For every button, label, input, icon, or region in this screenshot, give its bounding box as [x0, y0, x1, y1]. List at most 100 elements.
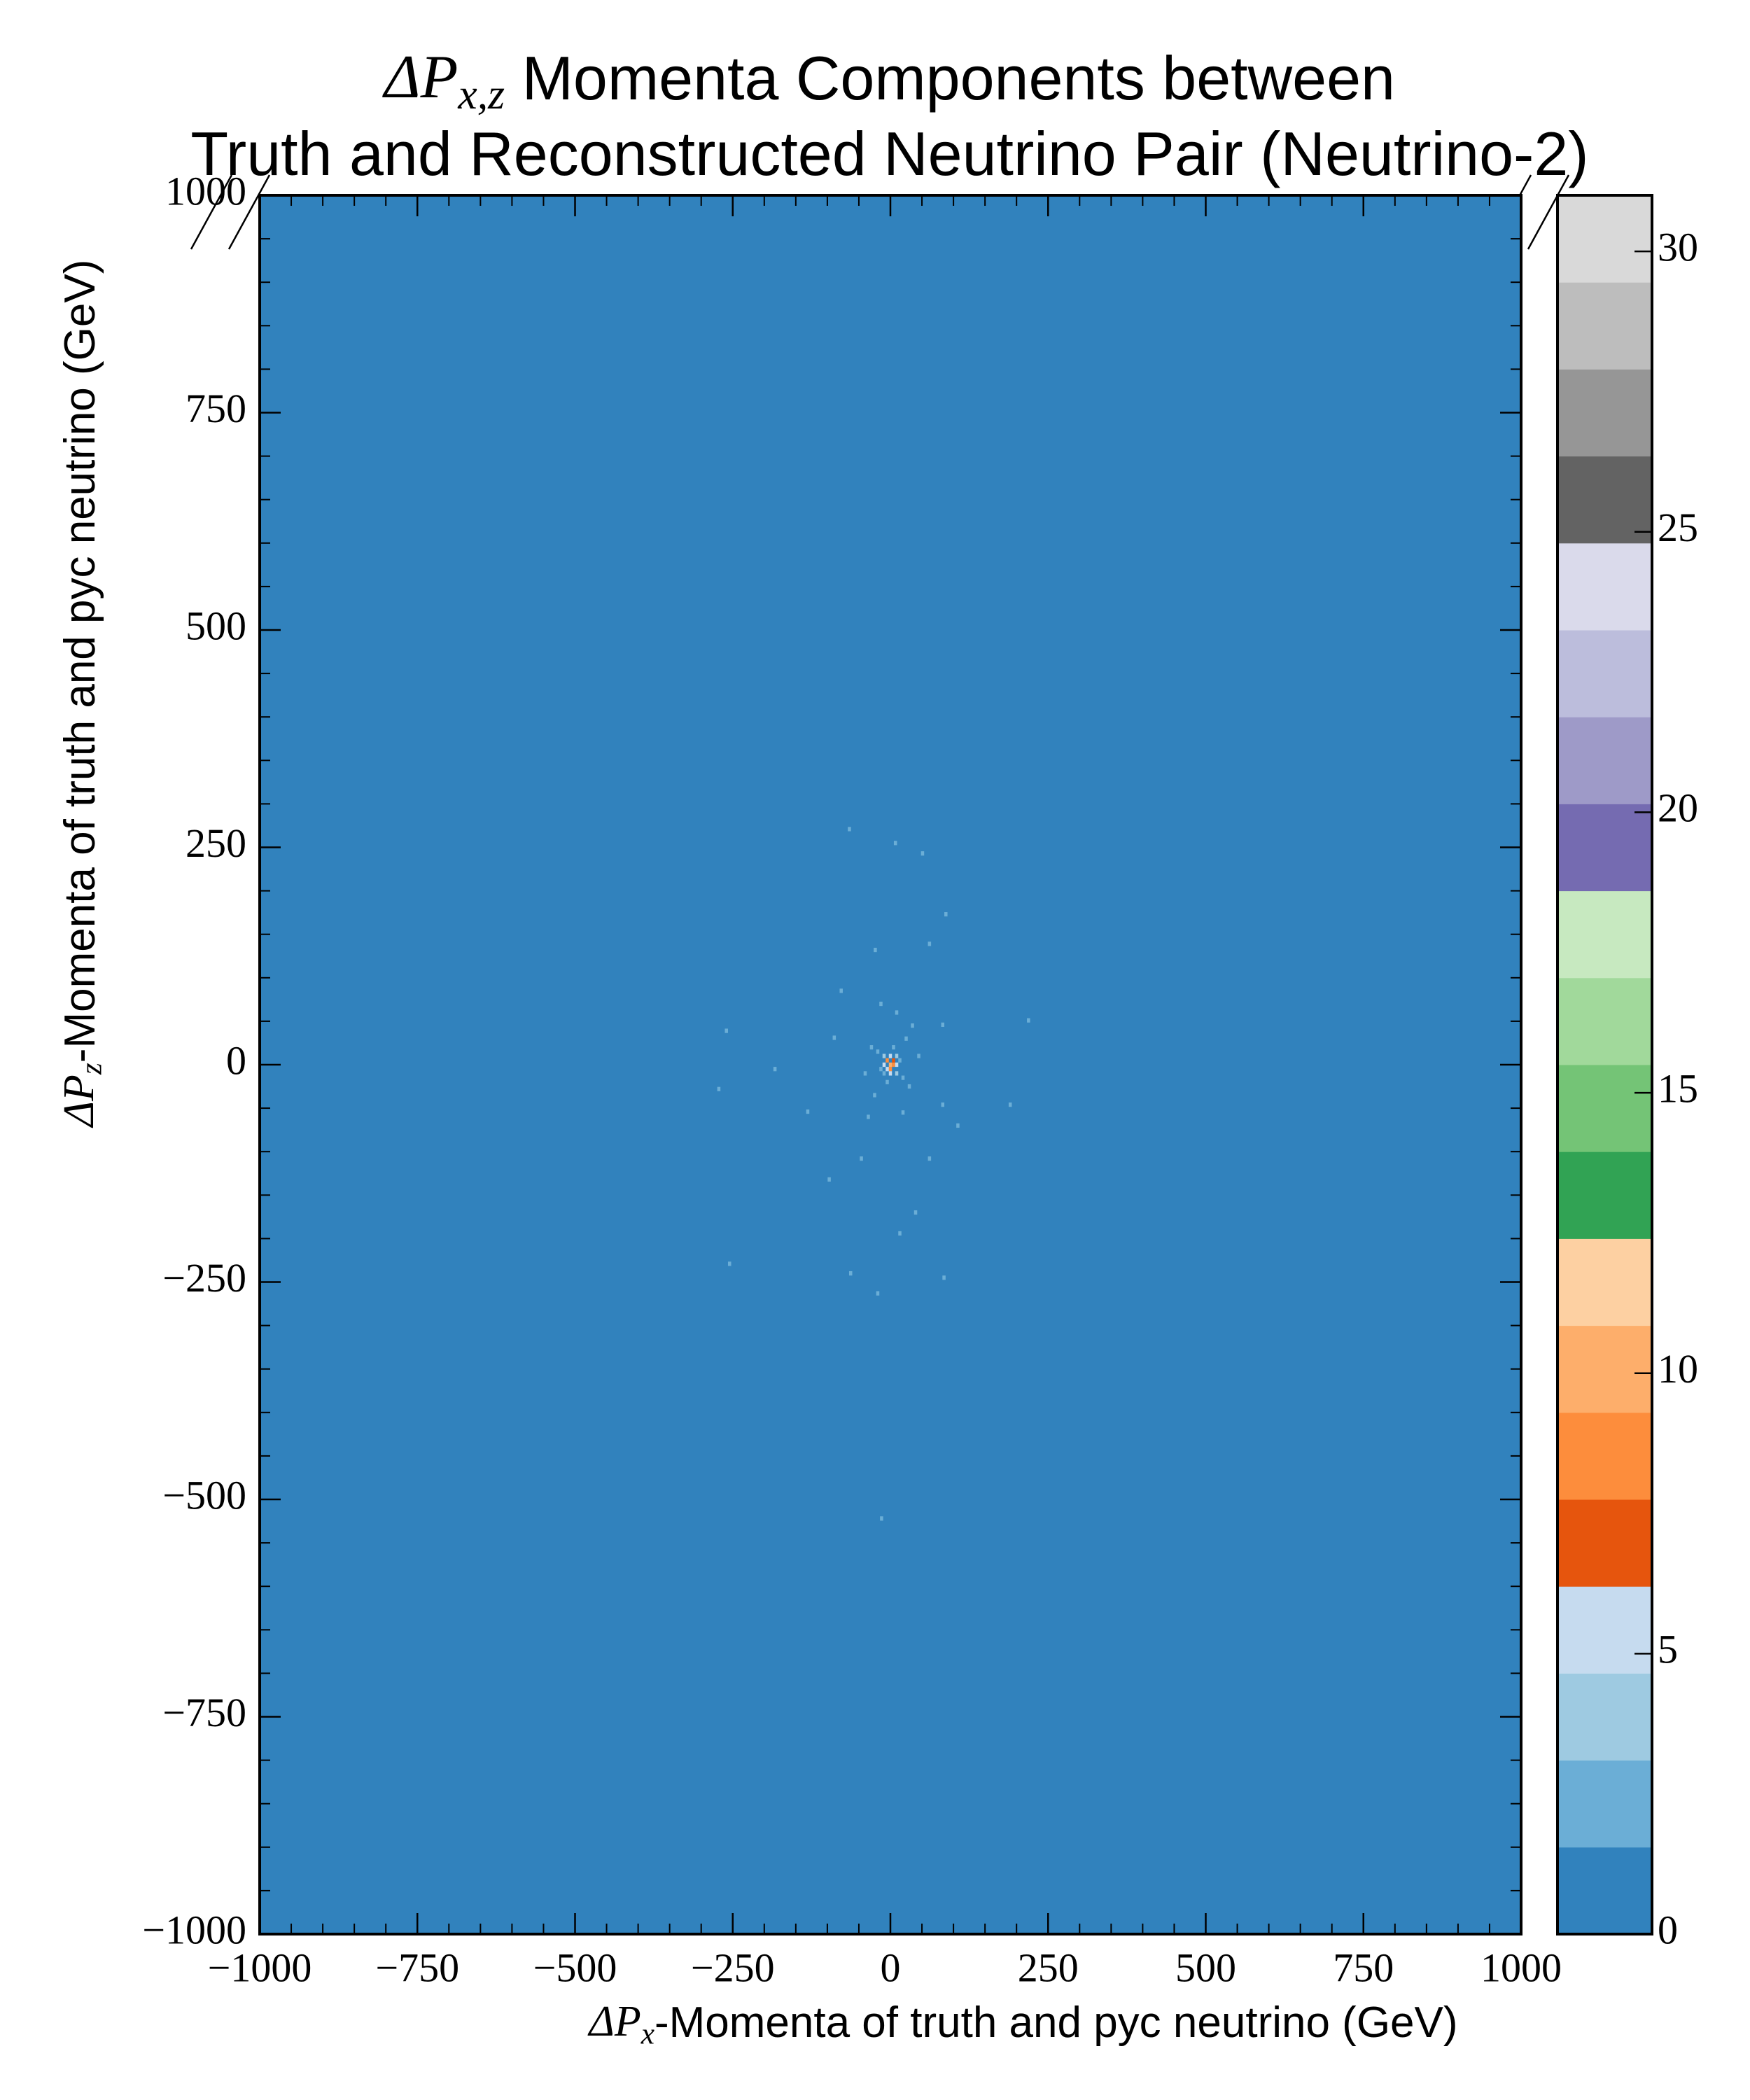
heatmap-cell — [860, 1156, 863, 1161]
heatmap-cell — [1008, 1102, 1012, 1107]
x-axis-label-text: -Momenta of truth and pyc neutrino (GeV) — [654, 1998, 1458, 2047]
y-tick-label: −1000 — [142, 1907, 246, 1952]
colorbar-tick-label: 20 — [1658, 785, 1698, 831]
colorbar-band — [1558, 282, 1652, 370]
y-tick-label: 750 — [186, 386, 246, 431]
heatmap-cell — [913, 1210, 918, 1215]
heatmap-cell — [879, 1067, 883, 1072]
colorbar-band — [1558, 542, 1652, 631]
colorbar-band — [1558, 1152, 1652, 1239]
heatmap-cell — [898, 1058, 902, 1063]
chart-title-subscript: x,z — [457, 71, 505, 118]
x-tick-label: −750 — [375, 1945, 459, 1990]
heatmap-cell — [882, 1062, 886, 1068]
heatmap-cell — [901, 1075, 905, 1080]
heatmap-cell — [827, 1177, 831, 1182]
heatmap-cell — [892, 1062, 895, 1068]
heatmap-cell — [904, 1036, 908, 1041]
colorbar-tick-label: 5 — [1658, 1627, 1678, 1672]
heatmap-cell — [942, 1275, 946, 1280]
heatmap-cell — [869, 1045, 874, 1050]
chart-title-symbol: ΔP — [382, 43, 458, 111]
x-tick-label: 0 — [881, 1945, 901, 1990]
y-axis-label-text: -Momenta of truth and pyc neutrino (GeV) — [56, 260, 104, 1063]
heatmap-cell — [892, 1045, 895, 1050]
heatmap-cell — [956, 1123, 960, 1128]
heatmap-cell — [941, 1102, 945, 1107]
plot-frame — [258, 194, 1522, 1935]
heatmap-cell — [724, 1028, 728, 1033]
y-tick-label: −500 — [162, 1472, 246, 1518]
y-tick-label: −250 — [162, 1255, 246, 1301]
heatmap-cell — [773, 1067, 777, 1072]
y-tick-label: −750 — [162, 1690, 246, 1735]
x-tick-label: −500 — [533, 1945, 617, 1990]
colorbar-band — [1558, 717, 1652, 804]
y-axis-label: ΔPz-Momenta of truth and pyc neutrino (G… — [55, 260, 108, 1129]
colorbar-band — [1558, 1065, 1652, 1152]
colorbar-band — [1558, 369, 1652, 457]
heatmap-cell — [927, 1156, 932, 1161]
heatmap-cell — [876, 1049, 880, 1054]
colorbar-band — [1558, 977, 1652, 1065]
heatmap-cell — [888, 1054, 892, 1058]
heatmap-cell — [717, 1086, 721, 1091]
x-axis-label: ΔPx-Momenta of truth and pyc neutrino (G… — [587, 1998, 1457, 2050]
y-tick-label: 250 — [186, 820, 246, 866]
heatmap-cell — [880, 1516, 883, 1521]
x-axis-label-subscript: x — [640, 2017, 654, 2050]
colorbar-band — [1558, 630, 1652, 718]
heatmap-cell — [867, 1114, 870, 1119]
colorbar-band — [1558, 890, 1652, 979]
x-tick-label: 750 — [1333, 1945, 1394, 1990]
heatmap-cell — [886, 1058, 889, 1063]
heatmap-cell — [882, 1071, 886, 1076]
colorbar-band — [1558, 195, 1652, 283]
heatmap-cell — [944, 912, 948, 917]
y-axis-label-symbol: ΔP — [55, 1074, 103, 1128]
y-tick-label: 0 — [226, 1037, 246, 1083]
colorbar-band — [1558, 1412, 1652, 1500]
heatmap-cell — [895, 1054, 899, 1058]
heatmap-cell — [806, 1109, 810, 1114]
x-tick-label: 250 — [1018, 1945, 1079, 1990]
chart-title: Truth and Reconstructed Neutrino Pair (N… — [190, 119, 1588, 188]
y-axis-label-subscript: z — [74, 1063, 108, 1075]
heatmap-cell — [927, 941, 932, 946]
heatmap-cell — [917, 1054, 920, 1058]
heatmap-cell — [1027, 1018, 1030, 1023]
heatmap-cell — [898, 1231, 902, 1236]
heatmap-cell — [848, 1270, 853, 1276]
heatmap-cell — [882, 1054, 886, 1058]
colorbar-band — [1558, 804, 1652, 892]
chart-title-text: Truth and Reconstructed Neutrino Pair (N… — [190, 119, 1588, 188]
heatmap-cell — [888, 1062, 892, 1068]
heatmap-cell — [848, 827, 851, 832]
colorbar-tick-label: 10 — [1658, 1346, 1698, 1392]
heatmap-cell — [895, 1010, 899, 1015]
heatmap-cell — [895, 1062, 899, 1068]
heatmap-cell — [901, 1110, 905, 1115]
heatmap-cell — [892, 1058, 895, 1063]
heatmap-cell — [888, 1067, 892, 1072]
colorbar-tick-label: 0 — [1658, 1907, 1678, 1952]
colorbar-band — [1558, 1586, 1652, 1674]
heatmap-cell — [907, 1084, 911, 1089]
heatmap-cell — [886, 1079, 889, 1084]
colorbar-tick-label: 15 — [1658, 1065, 1698, 1111]
colorbar-frame — [1556, 194, 1653, 1935]
x-tick-label: −1000 — [208, 1945, 312, 1990]
heatmap-cell — [873, 1093, 876, 1098]
colorbar-band — [1558, 1325, 1652, 1413]
colorbar-tick-label: 30 — [1658, 224, 1698, 270]
heatmap-cell — [876, 1291, 880, 1296]
x-axis-label-symbol: ΔP — [587, 1998, 640, 2045]
heatmap-cell — [832, 1035, 836, 1040]
colorbar-band — [1558, 1847, 1652, 1935]
colorbar-band — [1558, 1760, 1652, 1848]
heatmap-cell — [895, 1071, 899, 1076]
colorbar-band — [1558, 456, 1652, 544]
colorbar-band — [1558, 1238, 1652, 1326]
y-tick-label: 1000 — [165, 168, 246, 214]
